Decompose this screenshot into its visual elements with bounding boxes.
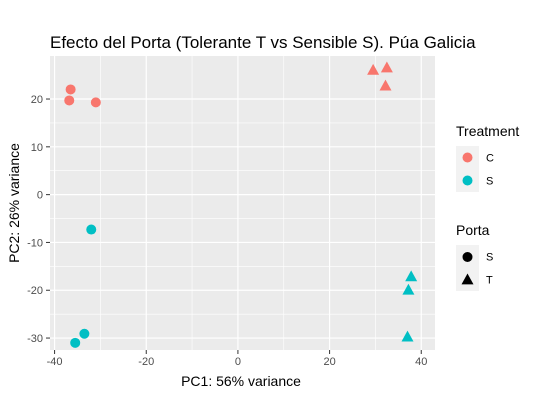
axes: -40 -20 0 20 40 -30 -20 -10 0 10 20 (27, 94, 427, 368)
data-point-triangle (367, 63, 380, 75)
legend-label: S (486, 176, 493, 188)
legend-color-swatch (462, 152, 473, 163)
data-point-circle (86, 224, 97, 235)
data-point-circle (70, 337, 81, 348)
x-tick-label: 20 (323, 356, 335, 368)
data-point-triangle (379, 79, 392, 91)
data-point-triangle (405, 270, 418, 282)
plot-panel (50, 56, 435, 350)
legend-triangle-icon (461, 273, 474, 285)
data-point-triangle (402, 283, 415, 295)
y-tick-label: 20 (31, 94, 43, 106)
legend-color-swatch (462, 175, 473, 186)
x-tick-label: -20 (138, 356, 154, 368)
data-point-circle (65, 84, 76, 95)
y-tick-label: -30 (27, 333, 43, 345)
data-point-circle (79, 328, 90, 339)
legend-title: Treatment (456, 123, 519, 139)
x-tick-label: 0 (235, 356, 241, 368)
data-point-triangle (380, 61, 393, 73)
y-tick-label: -10 (27, 237, 43, 249)
y-tick-label: 0 (37, 190, 43, 202)
y-axis-title: PC2: 26% variance (6, 143, 22, 263)
legend-label: C (486, 153, 494, 165)
y-tick-label: 10 (31, 142, 43, 154)
y-tick-label: -20 (27, 285, 43, 297)
legend-title: Porta (456, 222, 490, 238)
data-points (64, 61, 418, 348)
data-point-circle (64, 95, 75, 106)
data-point-triangle (401, 330, 414, 342)
legend-label: T (486, 275, 493, 287)
x-tick-label: 40 (415, 356, 427, 368)
legend-label: S (486, 252, 493, 264)
chart-title: Efecto del Porta (Tolerante T vs Sensibl… (50, 33, 476, 52)
x-tick-label: -40 (47, 356, 63, 368)
legend-circle-icon (462, 252, 473, 262)
panel-background (50, 56, 435, 350)
data-point-circle (90, 97, 101, 108)
x-axis-title: PC1: 56% variance (181, 373, 301, 389)
